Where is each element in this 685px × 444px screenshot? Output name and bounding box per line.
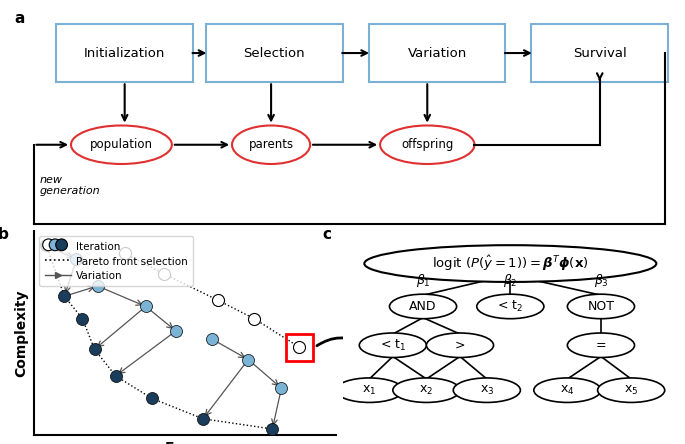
Point bbox=[212, 297, 223, 304]
Point bbox=[171, 327, 182, 334]
Text: offspring: offspring bbox=[401, 138, 453, 151]
Point bbox=[71, 256, 82, 263]
Text: < t$_1$: < t$_1$ bbox=[379, 338, 406, 353]
Point bbox=[242, 356, 253, 363]
Text: new
generation: new generation bbox=[40, 174, 101, 196]
Point bbox=[276, 385, 287, 392]
Point bbox=[294, 344, 305, 351]
Point bbox=[267, 425, 278, 432]
Point bbox=[41, 242, 52, 249]
Point bbox=[59, 293, 70, 300]
Point bbox=[119, 250, 130, 257]
Text: Survival: Survival bbox=[573, 47, 627, 59]
Point bbox=[140, 303, 151, 310]
FancyBboxPatch shape bbox=[369, 24, 506, 83]
Text: x$_1$: x$_1$ bbox=[362, 384, 377, 397]
Text: $\beta_2$: $\beta_2$ bbox=[503, 273, 518, 289]
Ellipse shape bbox=[359, 333, 426, 357]
Legend: Iteration, Pareto front selection, Variation: Iteration, Pareto front selection, Varia… bbox=[40, 236, 193, 286]
Point bbox=[158, 270, 169, 278]
FancyBboxPatch shape bbox=[532, 24, 668, 83]
Text: Variation: Variation bbox=[408, 47, 466, 59]
Text: c: c bbox=[323, 227, 332, 242]
Text: logit $(P(\hat{y}=1)) = \boldsymbol{\beta}^T \boldsymbol{\phi}(\mathbf{x})$: logit $(P(\hat{y}=1)) = \boldsymbol{\bet… bbox=[432, 254, 588, 273]
Ellipse shape bbox=[567, 333, 634, 357]
Ellipse shape bbox=[597, 378, 664, 402]
Text: x$_2$: x$_2$ bbox=[419, 384, 434, 397]
Point bbox=[249, 315, 260, 322]
Ellipse shape bbox=[71, 126, 172, 164]
Point bbox=[92, 282, 103, 289]
Point bbox=[197, 415, 208, 422]
Point bbox=[110, 373, 121, 380]
X-axis label: Error: Error bbox=[165, 441, 205, 444]
Text: AND: AND bbox=[410, 300, 437, 313]
Point bbox=[77, 315, 88, 322]
Text: x$_3$: x$_3$ bbox=[479, 384, 494, 397]
Y-axis label: Complexity: Complexity bbox=[14, 289, 29, 377]
Ellipse shape bbox=[364, 245, 656, 282]
FancyBboxPatch shape bbox=[332, 227, 685, 441]
Text: $\beta_3$: $\beta_3$ bbox=[593, 273, 608, 289]
Ellipse shape bbox=[477, 294, 544, 319]
Text: $\beta_1$: $\beta_1$ bbox=[416, 273, 430, 289]
FancyBboxPatch shape bbox=[56, 24, 193, 83]
Point bbox=[89, 346, 100, 353]
Ellipse shape bbox=[393, 378, 460, 402]
Text: Initialization: Initialization bbox=[84, 47, 165, 59]
Text: a: a bbox=[14, 11, 25, 26]
Ellipse shape bbox=[390, 294, 457, 319]
Ellipse shape bbox=[380, 126, 475, 164]
Text: x$_5$: x$_5$ bbox=[624, 384, 638, 397]
Ellipse shape bbox=[453, 378, 521, 402]
Ellipse shape bbox=[567, 294, 634, 319]
Point bbox=[147, 395, 158, 402]
Ellipse shape bbox=[232, 126, 310, 164]
Ellipse shape bbox=[336, 378, 403, 402]
Text: < t$_2$: < t$_2$ bbox=[497, 299, 523, 314]
FancyBboxPatch shape bbox=[206, 24, 342, 83]
Text: b: b bbox=[0, 227, 9, 242]
Text: x$_4$: x$_4$ bbox=[560, 384, 575, 397]
Text: =: = bbox=[596, 339, 606, 352]
Text: parents: parents bbox=[249, 138, 294, 151]
Text: population: population bbox=[90, 138, 153, 151]
Ellipse shape bbox=[534, 378, 601, 402]
Text: NOT: NOT bbox=[588, 300, 614, 313]
Point bbox=[207, 336, 218, 343]
Ellipse shape bbox=[426, 333, 493, 357]
Text: >: > bbox=[455, 339, 465, 352]
Text: Selection: Selection bbox=[244, 47, 305, 59]
